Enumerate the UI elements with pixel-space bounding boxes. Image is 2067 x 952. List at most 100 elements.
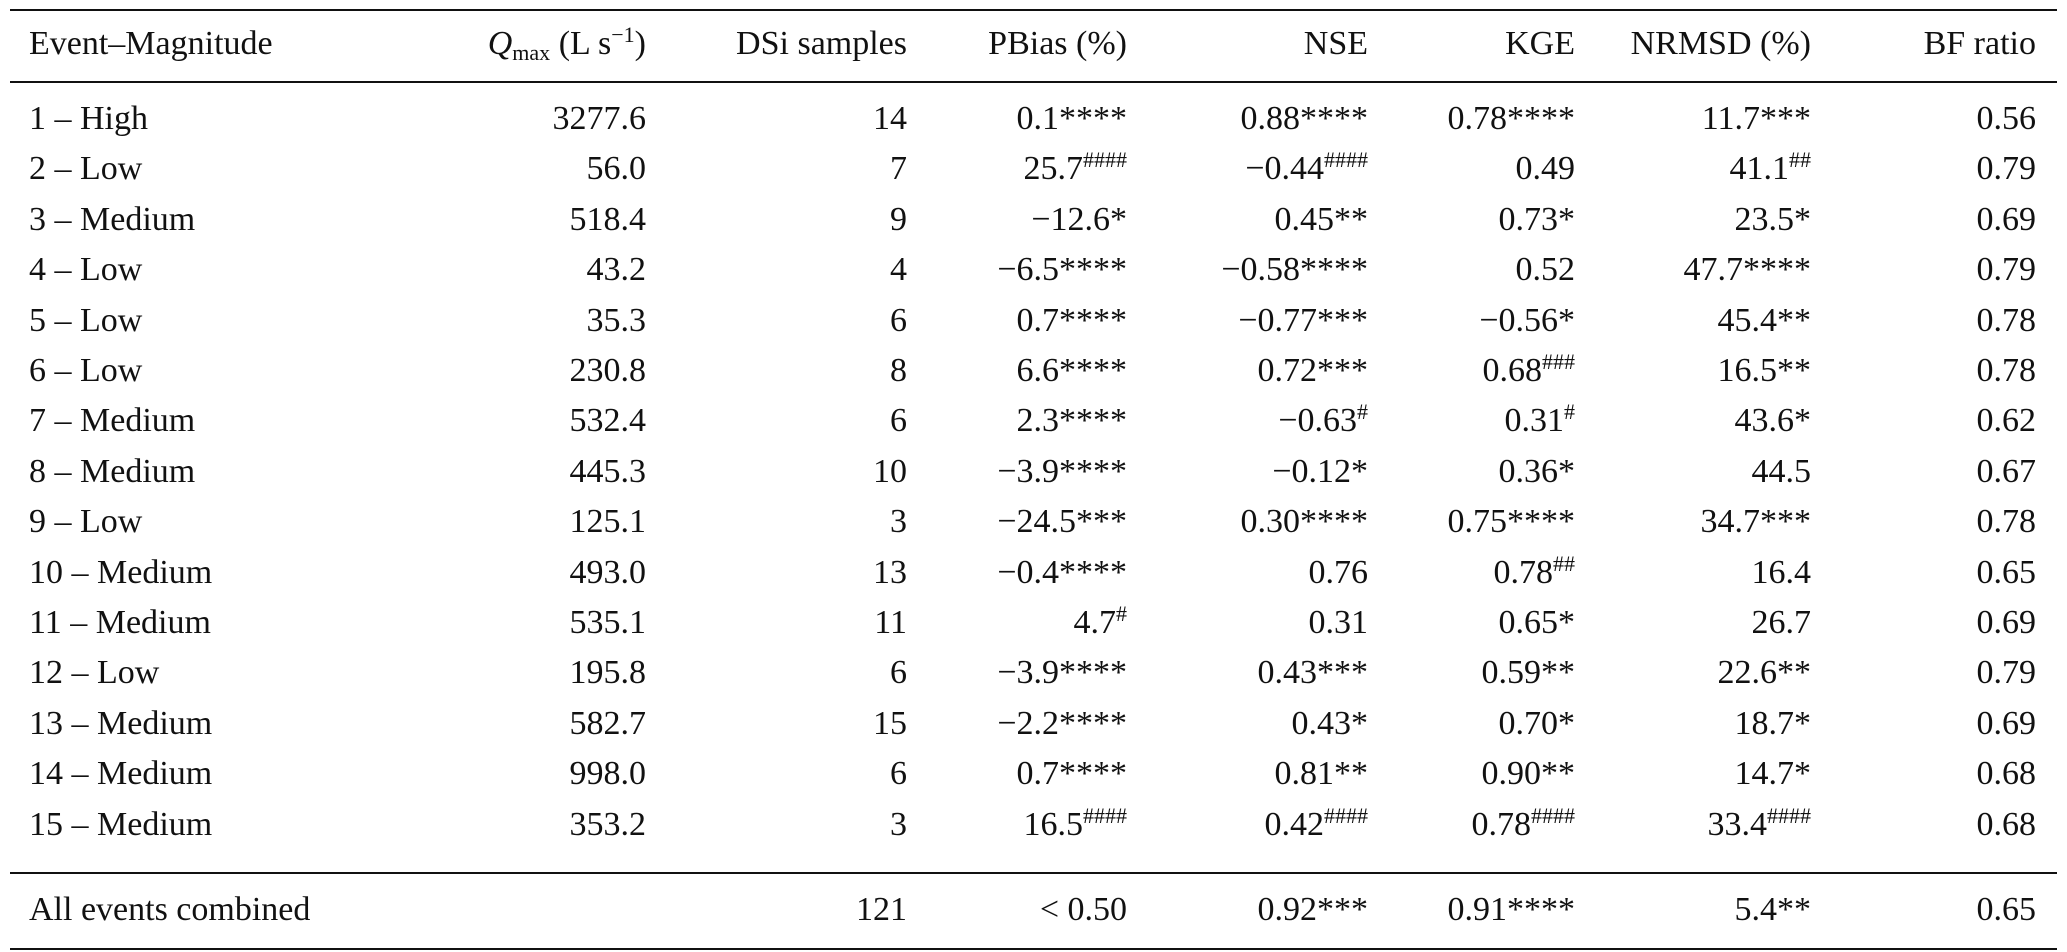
table-cell: 0.78## [1493, 552, 1576, 591]
cell-value: 41.1 [1729, 150, 1790, 188]
cell-value: 0.68 [1482, 352, 1543, 389]
bottom-rule [10, 948, 2057, 950]
table-cell: 4 [890, 251, 907, 289]
header-cell: NSE [1303, 25, 1368, 62]
table-cell: 0.68 [1976, 805, 2037, 843]
cell-value: 33.4 [1707, 805, 1768, 843]
table-cell: 34.7*** [1700, 503, 1812, 541]
significance-mark: # [1357, 399, 1368, 425]
table-cell: 0.7**** [1016, 755, 1128, 793]
summary-cell: < 0.50 [1039, 891, 1127, 928]
table-cell: 0.79 [1976, 654, 2037, 692]
table-cell: 0.90** [1481, 755, 1576, 793]
table-cell: 18.7* [1734, 704, 1812, 742]
table-cell: 532.4 [569, 402, 647, 440]
table-cell: −6.5**** [997, 251, 1127, 289]
significance-mark: #### [1767, 802, 1811, 828]
table-cell: −3.9**** [997, 452, 1127, 490]
table-cell: 0.69 [1976, 604, 2037, 641]
table-cell: 998.0 [569, 755, 647, 793]
table-cell: 0.73* [1498, 200, 1576, 238]
table-cell: 3277.6 [552, 100, 647, 137]
table-cell: 16.5#### [1023, 804, 1128, 843]
table-cell: −0.77*** [1238, 301, 1368, 339]
table-cell: 10 [873, 452, 907, 490]
table-cell: 582.7 [569, 704, 647, 742]
table-cell: 56.0 [586, 150, 647, 188]
table-cell: 0.76 [1308, 553, 1369, 591]
subscript: max [512, 40, 551, 65]
table-cell: 44.5 [1751, 452, 1812, 490]
table-cell: 230.8 [569, 352, 647, 389]
table-cell: 4.7# [1073, 603, 1128, 641]
table-cell: 0.43* [1291, 704, 1369, 742]
table-cell: 22.6** [1717, 654, 1812, 692]
cell-value: 4.7 [1073, 604, 1117, 641]
table-cell: 15 [873, 704, 907, 742]
table-cell: 3 [890, 805, 907, 843]
table-cell: 0.78 [1976, 301, 2037, 339]
header-cell: KGE [1505, 25, 1575, 62]
table-cell: 0.67 [1976, 452, 2037, 490]
table-cell: 41.1## [1729, 149, 1812, 188]
header-rule [10, 81, 2057, 83]
table-cell: 14 [873, 100, 907, 137]
significance-mark: ## [1789, 147, 1811, 173]
table-cell: −2.2**** [997, 704, 1127, 742]
table-cell: 0.45** [1274, 200, 1369, 238]
significance-mark: #### [1324, 802, 1368, 828]
header-cell: BF ratio [1923, 25, 2036, 62]
table-cell: 16.5** [1717, 352, 1812, 389]
table-cell: 0.72*** [1257, 352, 1369, 389]
table-cell: 0.65* [1498, 604, 1576, 641]
table-cell: 0.36* [1498, 452, 1576, 490]
table-cell: 33.4#### [1707, 804, 1812, 843]
table-cell: 13 [873, 553, 907, 591]
table-cell: 43.2 [586, 251, 647, 289]
table-cell: 11.7*** [1701, 100, 1811, 137]
cell-value: −0.63 [1278, 402, 1357, 440]
table-cell: 195.8 [569, 654, 647, 692]
summary-cell: All events combined [29, 891, 311, 928]
table-cell: 0.79 [1976, 251, 2037, 289]
significance-mark: # [1116, 601, 1127, 626]
table-cell: 16.4 [1751, 553, 1812, 591]
table-cell: −12.6* [1031, 200, 1127, 238]
summary-rule [10, 872, 2057, 874]
table-cell: 0.78#### [1472, 804, 1576, 842]
significance-mark: #### [1531, 802, 1575, 828]
table-cell: 0.78 [1976, 352, 2037, 389]
table-cell: −24.5*** [997, 503, 1127, 541]
table-cell: 6.6**** [1016, 352, 1128, 389]
table-cell: 9 – Low [29, 503, 143, 541]
table-cell: −0.12* [1272, 452, 1368, 490]
table-cell: 7 [890, 150, 907, 188]
table-cell: 6 – Low [29, 352, 143, 389]
table-cell: 0.31 [1308, 604, 1369, 641]
table-cell: 6 [890, 301, 907, 339]
table-cell: 0.70* [1498, 704, 1576, 742]
table-cell: 0.52 [1515, 251, 1576, 289]
table-cell: 0.31# [1505, 401, 1576, 438]
cell-value: 16.5 [1023, 805, 1084, 843]
table-cell: 15 – Medium [29, 805, 213, 843]
table-cell: 0.81** [1274, 755, 1369, 793]
table-cell: 0.68 [1976, 755, 2037, 793]
significance-mark: # [1564, 399, 1575, 425]
table-cell: 4 – Low [29, 251, 143, 289]
cell-value: −0.44 [1245, 150, 1324, 188]
cell-value: 0.78 [1493, 553, 1554, 591]
significance-mark: #### [1083, 147, 1127, 173]
table-cell: 445.3 [569, 452, 647, 490]
significance-mark: ## [1553, 550, 1575, 576]
table-cell: 6 [890, 654, 907, 692]
table-cell: 14.7* [1734, 755, 1812, 793]
table-cell: 26.7 [1751, 604, 1812, 641]
header-cell: Qmax (L s−1) [488, 24, 646, 64]
exponent: −1 [611, 22, 635, 47]
table-cell: 0.62 [1976, 402, 2037, 440]
table-cell: 0.88**** [1240, 100, 1369, 137]
table-cell: 0.75**** [1447, 503, 1576, 541]
table-cell: 0.56 [1976, 100, 2037, 137]
